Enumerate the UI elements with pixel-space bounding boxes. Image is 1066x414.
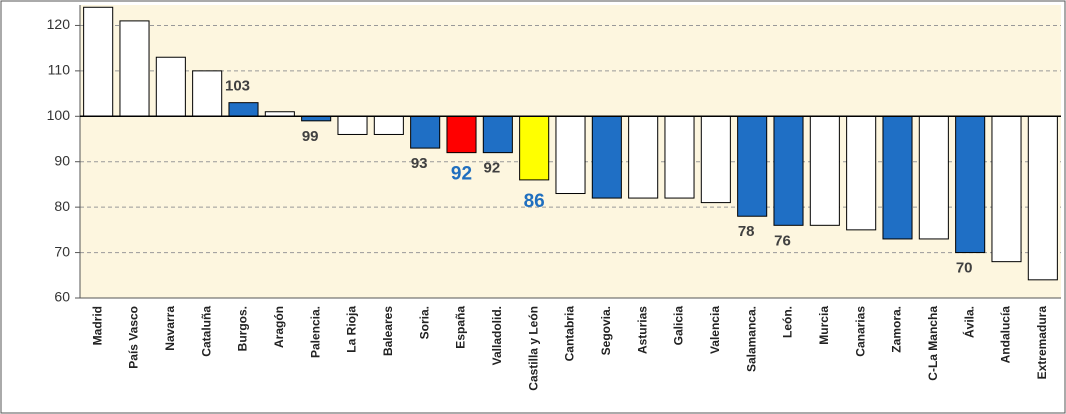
bar [119,20,150,117]
x-tick-label: Soria. [417,306,431,339]
x-tick-label: Zamora. [890,306,904,353]
bar [737,115,768,217]
x-tick-label: Cataluña [199,306,213,357]
x-tick-label: Valladolid. [490,306,504,365]
bar [955,115,986,254]
x-tick-label: Extremadura [1035,306,1049,380]
x-tick-label: Aragón [272,306,286,348]
bar [446,115,477,154]
data-label: 92 [483,160,500,177]
bar [773,115,804,226]
data-label: 70 [956,260,973,277]
bar [809,115,840,226]
x-tick-label: País Vasco [127,306,141,369]
y-tick-label: 100 [47,107,71,123]
bar [846,115,877,231]
y-tick-label: 90 [54,152,70,168]
x-tick-label: Cantabria [563,306,577,362]
x-tick-label: Valencia [708,306,722,354]
data-label: 78 [738,223,755,240]
y-tick-label: 60 [54,289,70,305]
y-tick-label: 110 [48,62,71,78]
x-tick-label: Navarra [163,306,177,351]
x-tick-label: Ávila. [961,306,976,338]
data-label: 93 [411,155,428,172]
x-tick-label: C-La Mancha [926,306,940,381]
x-tick-label: Madrid [90,306,104,345]
x-tick-label: Salamanca. [744,306,758,372]
x-tick-label: España [454,306,468,349]
bar [555,115,586,195]
x-tick-label: Andalucía [999,306,1013,364]
bar [192,70,223,117]
data-label: 86 [524,191,545,212]
bar [155,56,186,117]
y-tick-label: 120 [47,16,71,32]
bar [1027,115,1058,281]
data-label: 103 [225,78,250,95]
y-tick-label: 80 [54,198,70,214]
bar [991,115,1022,263]
bar [410,115,441,149]
data-label: 76 [774,232,791,249]
bar [519,115,550,181]
bar [664,115,695,199]
x-tick-label: Baleares [381,306,395,356]
x-tick-label: León. [781,306,795,338]
x-tick-label: Burgos. [236,306,250,351]
x-tick-label: Canarias [853,306,867,357]
bar [591,115,622,199]
x-tick-label: Segovia. [599,306,613,355]
x-tick-label: La Rioja [345,306,359,353]
bar [337,115,368,135]
x-tick-label: Palencia. [308,306,322,358]
x-tick-label: Castilla y León [526,306,540,391]
x-tick-label: Galicia [672,306,686,346]
bar [228,102,259,117]
bar [83,6,114,117]
bar [373,115,404,135]
bar [918,115,949,240]
y-tick-label: 70 [54,243,70,259]
data-label: 92 [451,164,472,185]
bar [482,115,513,154]
bar [628,115,659,199]
x-tick-label: Murcia [817,306,831,345]
bar [882,115,913,240]
bar [700,115,731,204]
x-tick-label: Asturias [635,306,649,354]
data-label: 99 [302,128,319,145]
